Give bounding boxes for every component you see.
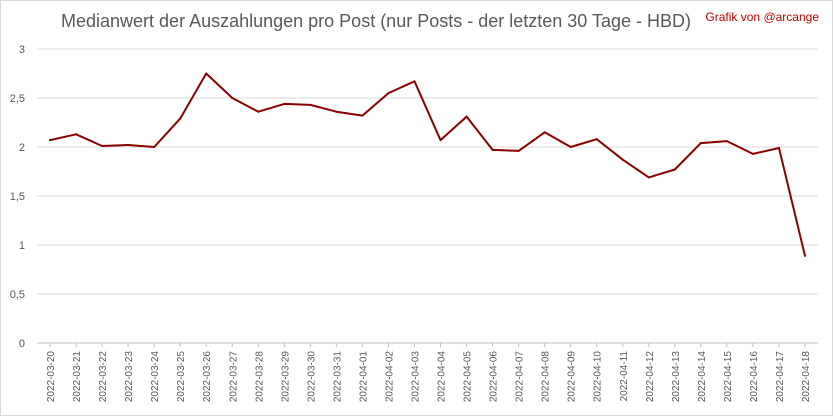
data-point: [647, 176, 650, 179]
x-tick-label: 2022-04-01: [358, 351, 369, 403]
y-tick-label: 1: [19, 240, 25, 252]
gridlines: [37, 48, 818, 344]
y-tick-label: 1,5: [10, 191, 25, 203]
x-tick-label: 2022-04-05: [463, 351, 474, 403]
y-tick-label: 2: [19, 142, 25, 154]
x-tick-label: 2022-03-26: [202, 351, 213, 403]
y-axis: 0 0,5 1 1,5 2 2,5 3: [10, 44, 25, 350]
data-point: [491, 148, 494, 151]
data-point: [179, 117, 182, 120]
x-tick-label: 2022-04-14: [697, 351, 708, 403]
data-point: [101, 145, 104, 148]
data-point: [725, 140, 728, 143]
x-tick-label: 2022-04-03: [410, 351, 421, 403]
x-tick-label: 2022-04-06: [489, 351, 500, 403]
x-tick-label: 2022-04-17: [775, 351, 786, 403]
x-tick-label: 2022-04-10: [593, 351, 604, 403]
data-point: [569, 146, 572, 148]
x-tick-label: 2022-03-23: [124, 351, 135, 403]
x-tick-label: 2022-04-18: [801, 351, 812, 403]
x-tick-label: 2022-04-15: [723, 351, 734, 403]
data-point: [699, 142, 702, 145]
x-tick-label: 2022-04-08: [541, 351, 552, 403]
x-tick-label: 2022-04-09: [567, 351, 578, 403]
chart-credit: Grafik von @arcange: [705, 10, 819, 24]
data-point: [127, 144, 130, 147]
x-tick-label: 2022-04-07: [515, 351, 526, 403]
data-point: [413, 80, 416, 83]
x-tick-label: 2022-03-31: [332, 351, 343, 403]
chart-title: Medianwert der Auszahlungen pro Post (nu…: [61, 11, 691, 31]
x-tick-label: 2022-03-29: [280, 351, 291, 403]
y-tick-label: 3: [19, 44, 25, 56]
data-point: [595, 138, 598, 141]
data-point: [49, 139, 52, 142]
x-tick-label: 2022-04-11: [619, 351, 630, 402]
x-tick-label: 2022-04-04: [437, 351, 448, 403]
x-tick-label: 2022-04-02: [384, 351, 395, 403]
data-point: [387, 92, 390, 95]
data-point: [803, 254, 806, 257]
data-point: [543, 131, 546, 134]
y-tick-label: 0,5: [10, 289, 25, 301]
x-tick-label: 2022-04-12: [645, 351, 656, 403]
x-tick-label: 2022-04-13: [671, 351, 682, 403]
data-point: [777, 146, 780, 149]
y-tick-label: 2,5: [10, 93, 25, 105]
x-tick-label: 2022-03-28: [254, 351, 265, 403]
data-point: [465, 115, 468, 118]
x-tick-label: 2022-03-27: [228, 351, 239, 403]
data-point: [231, 97, 234, 99]
data-point: [751, 152, 754, 155]
data-point: [335, 110, 338, 113]
y-tick-label: 0: [19, 338, 25, 350]
data-point: [205, 72, 208, 75]
data-point: [283, 102, 286, 105]
data-point: [257, 110, 260, 113]
x-tick-label: 2022-04-16: [749, 351, 760, 403]
x-tick-label: 2022-03-24: [150, 351, 161, 403]
x-tick-label: 2022-03-22: [98, 351, 109, 403]
x-tick-label: 2022-03-20: [46, 351, 57, 403]
series-line: [49, 72, 806, 257]
data-point: [439, 139, 442, 142]
data-point: [673, 168, 676, 171]
x-tick-label: 2022-03-30: [306, 351, 317, 403]
data-point: [153, 146, 156, 148]
data-point: [309, 103, 312, 106]
data-point: [517, 149, 520, 152]
data-point: [75, 133, 78, 136]
data-point: [621, 158, 624, 161]
x-tick-label: 2022-03-21: [72, 351, 83, 403]
x-tick-label: 2022-03-25: [176, 351, 187, 403]
series-group: [49, 72, 806, 257]
data-point: [361, 114, 364, 117]
x-axis: 2022-03-20 2022-03-21 2022-03-22 2022-03-23…: [46, 343, 812, 402]
